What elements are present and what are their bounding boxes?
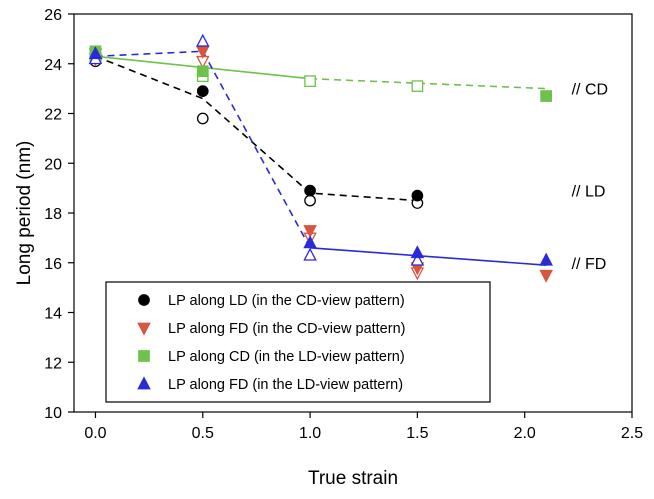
- series-4-filled-point: [303, 235, 317, 249]
- x-tick-label: 1.5: [406, 425, 428, 442]
- series-2-filled-point: [303, 225, 317, 239]
- series-1-fit-line: [95, 55, 418, 202]
- x-tick-label: 0.5: [192, 425, 214, 442]
- y-tick-label: 26: [44, 7, 62, 24]
- legend-marker-4: [137, 376, 151, 390]
- series-2-filled-point: [539, 269, 553, 283]
- y-axis-label: Long period (nm): [14, 141, 35, 286]
- series-3-filled-point: [196, 65, 209, 78]
- annotation-1: // CD: [572, 82, 608, 99]
- annotation-3: // FD: [572, 256, 607, 273]
- series-3-open-point: [304, 75, 316, 88]
- y-tick-label: 22: [44, 107, 62, 124]
- y-tick-label: 16: [44, 256, 62, 273]
- legend-label-3: LP along CD (in the LD-view pattern): [168, 349, 405, 365]
- series-1-filled-point: [304, 184, 316, 197]
- legend-label-1: LP along LD (in the CD-view pattern): [168, 293, 405, 309]
- series-4-filled-point: [539, 252, 553, 266]
- x-tick-label: 2.5: [621, 425, 643, 442]
- x-tick-label: 1.0: [299, 425, 321, 442]
- series-3-filled-point: [540, 90, 553, 102]
- x-tick-label: 2.0: [514, 425, 536, 442]
- legend-label-2: LP along FD (in the CD-view pattern): [168, 321, 405, 337]
- series-4-filled-point: [410, 245, 425, 259]
- legend-marker-1: [138, 294, 150, 306]
- series-1-open-point: [304, 194, 316, 207]
- series-4-open-point: [303, 247, 317, 261]
- y-tick-label: 18: [44, 206, 62, 223]
- series-1-filled-point: [196, 85, 209, 97]
- y-tick-label: 20: [44, 156, 62, 173]
- y-tick-label: 10: [44, 405, 62, 422]
- annotation-2: // LD: [572, 184, 606, 201]
- series-3-open-point: [411, 80, 424, 92]
- legend-marker-3: [138, 350, 150, 362]
- legend-label-4: LP along FD (in the LD-view pattern): [168, 377, 403, 393]
- series-4-fit-dashed-line: [95, 50, 311, 249]
- series-4-filled-point: [88, 46, 103, 60]
- series-2-filled-point: [195, 45, 210, 59]
- x-tick-label: 0.0: [84, 425, 106, 442]
- legend-marker-2: [137, 322, 151, 336]
- series-4-fit-solid-line: [310, 247, 547, 266]
- series-3-fit-dashed-line: [310, 77, 547, 90]
- series-1-filled-point: [411, 189, 424, 202]
- series-4-open-point: [195, 33, 210, 47]
- y-tick-label: 12: [44, 355, 62, 372]
- series-1-open-point: [196, 112, 209, 125]
- y-tick-label: 14: [44, 306, 62, 323]
- x-axis-label: True strain: [308, 468, 398, 489]
- series-4-open-point: [410, 252, 425, 266]
- y-tick-label: 24: [44, 57, 62, 74]
- legend-box: [105, 281, 491, 403]
